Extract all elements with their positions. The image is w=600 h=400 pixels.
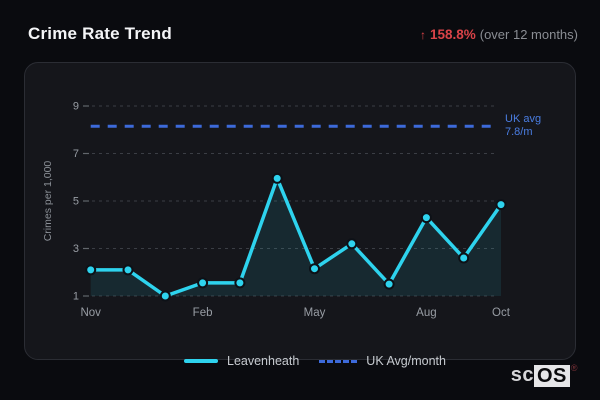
y-tick-label: 1: [73, 291, 79, 303]
data-point[interactable]: [271, 172, 283, 184]
logo-prefix: sc: [510, 364, 534, 386]
uk-avg-annotation-line2: 7.8/m: [505, 126, 533, 138]
page-title: Crime Rate Trend: [28, 24, 172, 43]
data-point[interactable]: [309, 263, 320, 275]
x-tick-label: Aug: [416, 307, 436, 319]
x-tick-label: May: [304, 307, 326, 319]
data-point[interactable]: [495, 199, 507, 211]
logo-suffix: OS: [533, 364, 570, 387]
scos-logo: sc OS ®: [510, 362, 578, 387]
legend-label-leavenheath: Leavenheath: [227, 354, 300, 368]
data-point[interactable]: [346, 238, 358, 250]
legend-item-leavenheath[interactable]: Leavenheath: [184, 354, 299, 368]
uk-avg-annotation-line1: UK avg: [505, 113, 541, 125]
legend-label-uk-avg: UK Avg/month: [366, 354, 446, 368]
header: Crime Rate Trend ↑ 158.8% (over 12 month…: [28, 24, 578, 44]
data-point[interactable]: [383, 278, 395, 290]
registered-trademark-icon: ®: [570, 362, 578, 373]
y-tick-label: 7: [73, 148, 79, 160]
data-point[interactable]: [85, 264, 97, 276]
leavenheath-line-icon: [184, 359, 218, 363]
y-axis-title: Crimes per 1,000: [42, 161, 54, 242]
data-point[interactable]: [458, 252, 470, 264]
series-line: [88, 176, 503, 298]
trend-indicator: ↑ 158.8% (over 12 months): [420, 27, 578, 42]
trend-value: 158.8%: [429, 26, 476, 42]
chart-legend: Leavenheath UK Avg/month: [0, 354, 600, 368]
trend-caption: (over 12 months): [479, 26, 578, 42]
data-point[interactable]: [197, 277, 209, 289]
chart-card: [24, 62, 576, 360]
trend-up-arrow-icon: ↑: [419, 27, 426, 42]
y-tick-label: 9: [73, 101, 79, 113]
y-tick-label: 5: [73, 196, 79, 208]
x-tick-label: Feb: [193, 307, 213, 319]
data-point[interactable]: [159, 290, 171, 302]
series-area-fill: [90, 178, 501, 296]
x-tick-label: Nov: [80, 307, 101, 319]
data-point[interactable]: [234, 277, 246, 289]
x-tick-label: Oct: [492, 307, 511, 319]
data-point[interactable]: [420, 212, 432, 224]
y-tick-label: 3: [73, 243, 79, 255]
legend-item-uk-avg[interactable]: UK Avg/month: [319, 354, 446, 368]
uk-avg-dashed-line-icon: [319, 359, 358, 363]
data-point[interactable]: [122, 264, 134, 276]
